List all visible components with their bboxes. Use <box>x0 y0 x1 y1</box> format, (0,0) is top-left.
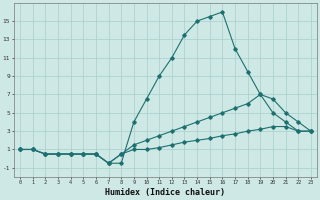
X-axis label: Humidex (Indice chaleur): Humidex (Indice chaleur) <box>106 188 226 197</box>
